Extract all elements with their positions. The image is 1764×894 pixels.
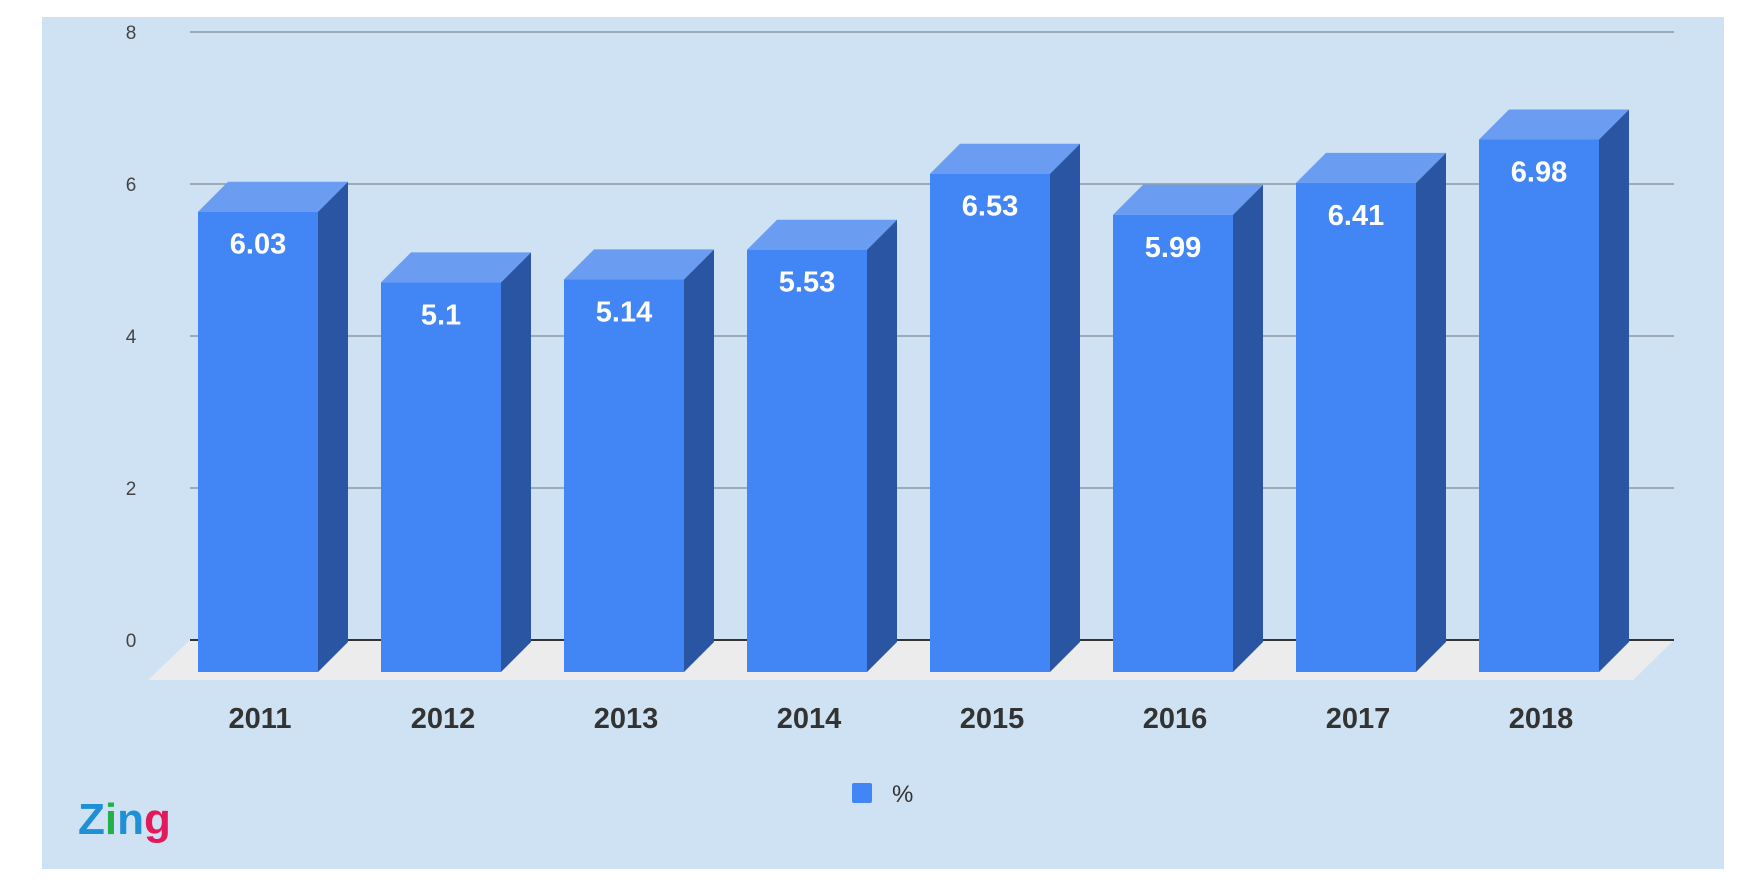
bar-top (930, 143, 1080, 174)
y-tick-label: 6 (126, 175, 137, 196)
y-tick-label: 8 (126, 23, 137, 44)
data-label: 6.03 (230, 229, 286, 261)
y-tick-label: 4 (126, 327, 137, 348)
bar-top (1113, 184, 1263, 215)
bar-2011 (198, 181, 348, 672)
bar-front (1296, 182, 1416, 672)
data-label: 5.99 (1145, 232, 1201, 264)
bar-side (1599, 109, 1629, 672)
bar-2014 (747, 219, 897, 672)
bar-front (198, 211, 318, 672)
bar-top (1296, 152, 1446, 183)
bar-front (1479, 139, 1599, 672)
bar-front (1113, 214, 1233, 672)
x-tick-label: 2011 (229, 703, 292, 735)
legend-label: % (892, 781, 913, 808)
x-tick-label: 2017 (1326, 703, 1391, 735)
data-label: 5.53 (779, 267, 835, 299)
bar-2013 (564, 249, 714, 673)
bar-2018 (1479, 109, 1629, 672)
bar-top (564, 249, 714, 280)
chart-floor (148, 640, 1674, 680)
x-tick-label: 2015 (960, 703, 1025, 735)
bar-top (747, 219, 897, 250)
bar-front (747, 249, 867, 672)
y-tick-label: 2 (126, 479, 137, 500)
bar-2016 (1113, 184, 1263, 672)
data-label: 5.1 (421, 299, 461, 331)
data-labels: 6.03 5.1 5.14 5.53 6.53 5.99 6.41 6.98 (230, 157, 1567, 332)
bar-front (930, 173, 1050, 672)
data-label: 5.14 (596, 296, 652, 328)
y-axis-tick-labels: 0 2 4 6 8 (126, 23, 137, 652)
bar-side (501, 252, 531, 672)
x-tick-label: 2014 (777, 703, 842, 735)
x-axis-tick-labels: 2011 2012 2013 2014 2015 2016 2017 2018 (229, 703, 1574, 735)
bar-side (1050, 143, 1080, 673)
bar-2012 (381, 252, 531, 672)
logo-letter: i (105, 795, 117, 844)
legend-swatch (852, 783, 872, 803)
bar-side (684, 249, 714, 673)
bar-side (867, 219, 897, 672)
data-label: 6.53 (962, 191, 1018, 223)
bar-2015 (930, 143, 1080, 673)
y-tick-label: 0 (126, 631, 137, 652)
bar-top (198, 181, 348, 212)
bar-side (1416, 152, 1446, 673)
x-tick-label: 2018 (1509, 703, 1574, 735)
bar-top (1479, 109, 1629, 140)
legend: % (852, 781, 913, 808)
logo-letter: g (144, 795, 171, 844)
logo-letter: Z (78, 795, 105, 844)
x-tick-label: 2016 (1143, 703, 1208, 735)
logo-letter: n (117, 795, 144, 844)
bar-side (318, 181, 348, 672)
zing-logo: Zing (78, 795, 171, 844)
data-label: 6.41 (1328, 200, 1384, 232)
bar-front (564, 279, 684, 672)
bar-2017 (1296, 152, 1446, 673)
data-label: 6.98 (1511, 157, 1567, 189)
bars (198, 109, 1629, 673)
x-tick-label: 2012 (411, 703, 476, 735)
bar-top (381, 252, 531, 283)
bar-side (1233, 184, 1263, 672)
x-tick-label: 2013 (594, 703, 659, 735)
bar-front (381, 282, 501, 672)
